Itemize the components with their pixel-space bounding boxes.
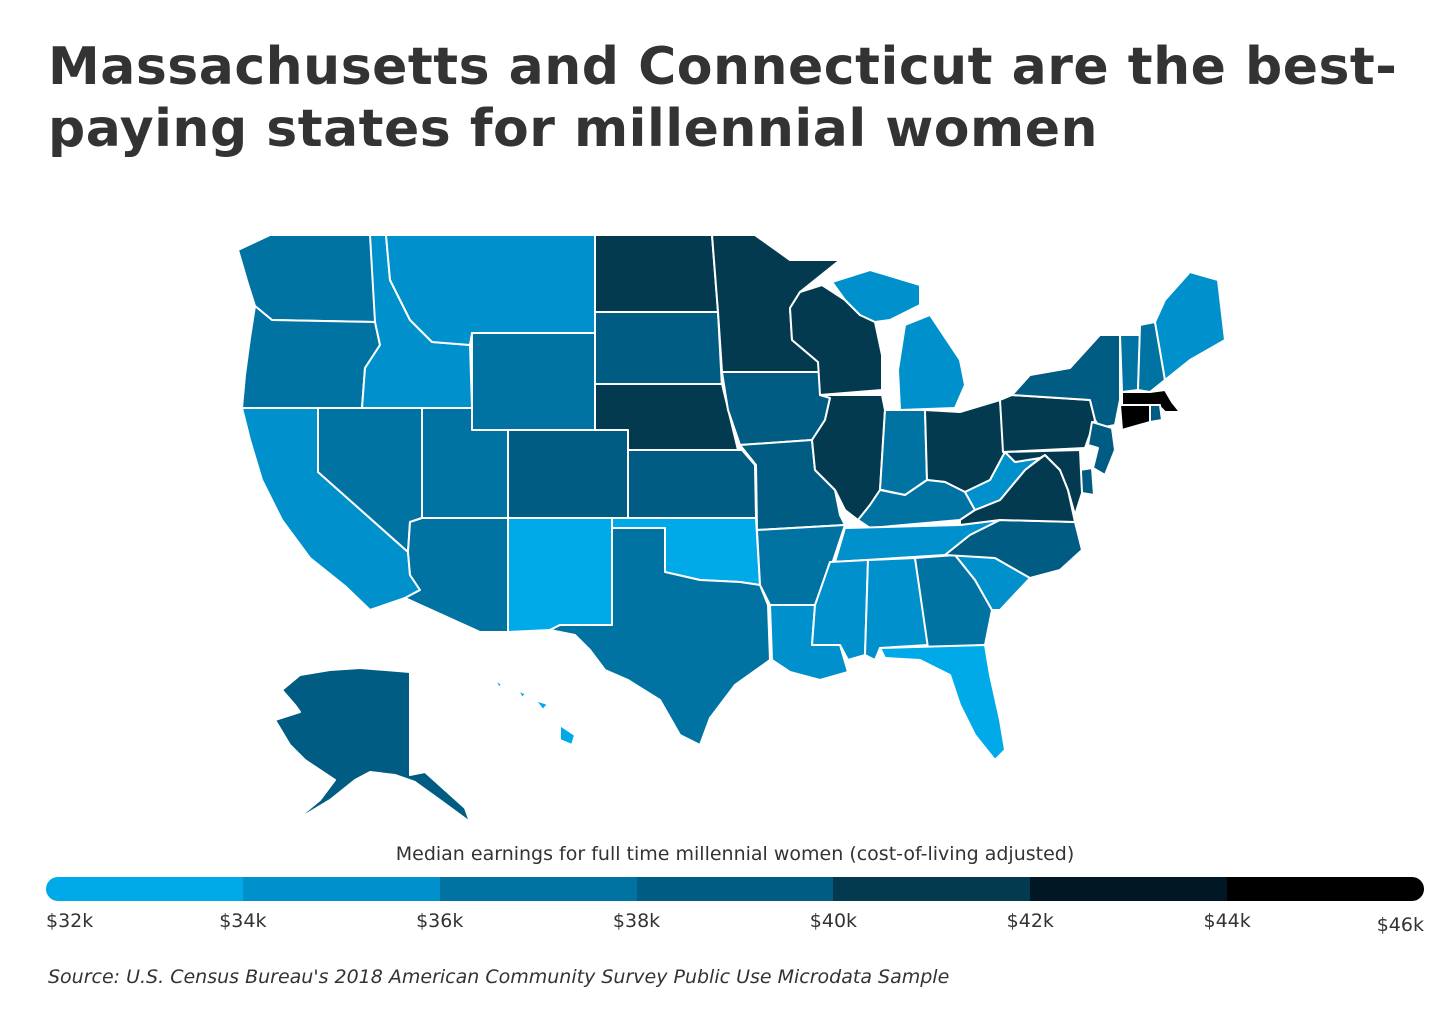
- state-CT[interactable]: [1119, 404, 1151, 431]
- legend-tick-label: $38k: [612, 910, 661, 932]
- state-PA[interactable]: [999, 394, 1096, 453]
- state-FL[interactable]: [879, 644, 1006, 761]
- legend-segment: [1030, 877, 1228, 901]
- legend-segment: [1227, 877, 1424, 901]
- state-OR[interactable]: [241, 305, 381, 409]
- state-NH[interactable]: [1137, 321, 1166, 393]
- state-NC[interactable]: [944, 519, 1083, 579]
- legend-tick-label: $34k: [219, 910, 267, 932]
- color-legend-bar: [46, 877, 1424, 901]
- legend-segment: [46, 877, 243, 901]
- legend-title: Median earnings for full time millennial…: [395, 843, 1075, 865]
- legend-tick-label: $46k: [1376, 914, 1424, 936]
- state-HI[interactable]: [494, 679, 576, 746]
- state-IA[interactable]: [721, 371, 831, 446]
- state-AZ[interactable]: [404, 517, 509, 633]
- state-AK[interactable]: [274, 667, 471, 826]
- legend-segment: [439, 877, 637, 901]
- legend-segment: [636, 877, 834, 901]
- legend-segment: [833, 877, 1031, 901]
- state-KY[interactable]: [857, 479, 976, 529]
- state-WY[interactable]: [471, 332, 596, 431]
- state-RI[interactable]: [1149, 404, 1163, 423]
- state-NJ[interactable]: [1087, 421, 1116, 476]
- source-note: Source: U.S. Census Bureau's 2018 Americ…: [48, 966, 950, 988]
- state-NY[interactable]: [1011, 334, 1121, 429]
- legend-tick-label: $42k: [1006, 910, 1054, 932]
- state-MT[interactable]: [385, 234, 596, 346]
- state-VT[interactable]: [1119, 334, 1141, 393]
- state-CO[interactable]: [507, 429, 629, 519]
- map-title: Massachusetts and Connecticut are the be…: [48, 37, 1398, 159]
- legend-tick-label: $36k: [416, 910, 464, 932]
- state-MD[interactable]: [1004, 449, 1083, 516]
- legend-tick-label: $40k: [809, 910, 858, 932]
- state-TX[interactable]: [549, 527, 771, 746]
- us-choropleth-map: [237, 234, 1226, 826]
- state-KS[interactable]: [627, 449, 757, 519]
- state-MI[interactable]: [831, 269, 966, 411]
- state-SD[interactable]: [594, 311, 723, 389]
- state-NM[interactable]: [507, 517, 613, 633]
- state-WI[interactable]: [789, 284, 883, 396]
- legend-segment: [242, 877, 440, 901]
- legend-tick-label: $32k: [46, 910, 94, 932]
- legend-tick-label: $44k: [1203, 910, 1251, 932]
- state-ND[interactable]: [594, 234, 719, 313]
- state-IN[interactable]: [879, 409, 928, 496]
- state-ME[interactable]: [1154, 271, 1226, 381]
